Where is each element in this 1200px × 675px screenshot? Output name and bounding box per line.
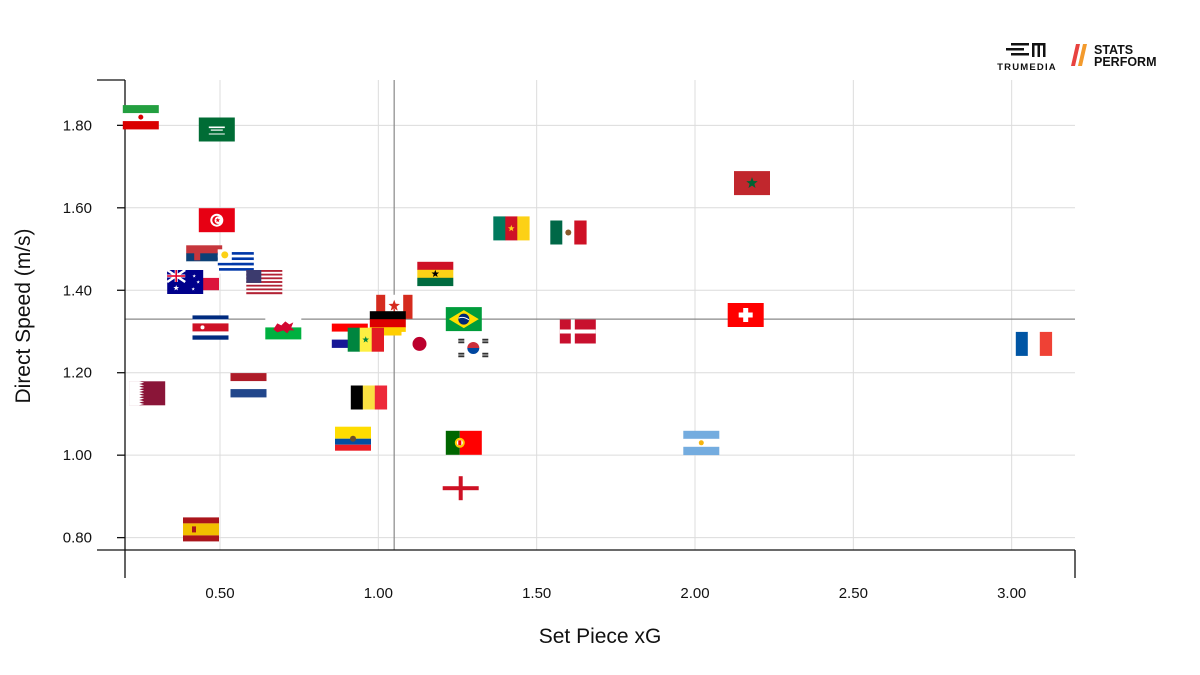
flag-point-australia: Australia [166,268,204,294]
flag-point-switzerland: Switzerland [727,303,764,327]
flag-point-portugal: Portugal [445,430,482,455]
x-tick-label: 1.00 [364,585,393,602]
flag-point-cameroon: Cameroon [493,216,530,241]
y-tick-label: 1.60 [63,200,92,217]
flag-point-argentina: Argentina [683,430,720,456]
flag-point-netherlands: Netherlands [230,373,267,398]
stats-perform-logo: STATS PERFORM [1071,43,1157,69]
flag-point-uruguay: Uruguay [217,249,254,274]
flag-point-costarica: Costa Rica [192,315,229,340]
flag-point-ghana: Ghana [417,261,454,287]
grid [125,80,1075,550]
y-tick-label: 1.80 [63,117,92,134]
y-axis-title: Direct Speed (m/s) [12,228,35,403]
flag-point-tunisia: Tunisia [198,208,235,233]
flag-point-england: England [442,476,479,501]
flag-point-wales: Wales [265,315,302,340]
flag-point-saudi: Saudi Arabia [198,117,235,142]
trumedia-logo: TRUMEDIA [997,43,1057,73]
trumedia-mark-icon [1006,43,1046,57]
x-tick-label: 0.50 [205,585,234,602]
x-axis-title: Set Piece xG [539,625,662,648]
x-tick-label: 2.00 [680,585,709,602]
data-points: Iran Saudi Arabia Morocco Tunisia Cameroon Me… [122,105,1053,542]
flag-point-serbia: Serbia [186,245,223,270]
trumedia-wordmark: TRUMEDIA [997,62,1057,73]
stats-wordmark: STATS [1094,43,1133,57]
stats-perform-slash-icon [1071,44,1087,66]
y-tick-label: 1.20 [63,365,92,382]
flag-point-morocco: Morocco [734,171,770,196]
x-tick-label: 2.50 [839,585,868,602]
flag-point-ecuador: Ecuador [335,426,371,451]
flag-point-iran: Iran [122,105,159,130]
flag-point-qatar: Qatar [129,381,166,406]
x-tick-label: 3.00 [997,585,1026,602]
flag-point-usa: United States [246,270,283,295]
y-tick-label: 0.80 [63,530,92,547]
flag-point-belgium: Belgium [350,385,388,410]
tick-labels: 0.50 1.00 1.50 2.00 2.50 3.00 0.80 1.00 1.20 1.40… [63,117,1026,602]
flag-point-denmark: Denmark [559,319,596,344]
flag-point-japan: Japan [401,331,438,356]
flag-point-korea: South Korea [455,336,492,360]
flag-point-brazil: Brazil [445,307,482,332]
perform-wordmark: PERFORM [1094,55,1157,69]
y-tick-label: 1.00 [63,447,92,464]
axes [97,79,1076,578]
reference-lines [125,80,1075,550]
flag-point-spain: Spain [183,517,219,542]
flag-point-mexico: Mexico [550,220,587,245]
x-tick-label: 1.50 [522,585,551,602]
y-tick-label: 1.40 [63,282,92,299]
flag-point-france: France [1015,331,1053,356]
flag-point-germany: Germany [369,311,406,336]
flag-point-senegal: Senegal [347,327,384,352]
